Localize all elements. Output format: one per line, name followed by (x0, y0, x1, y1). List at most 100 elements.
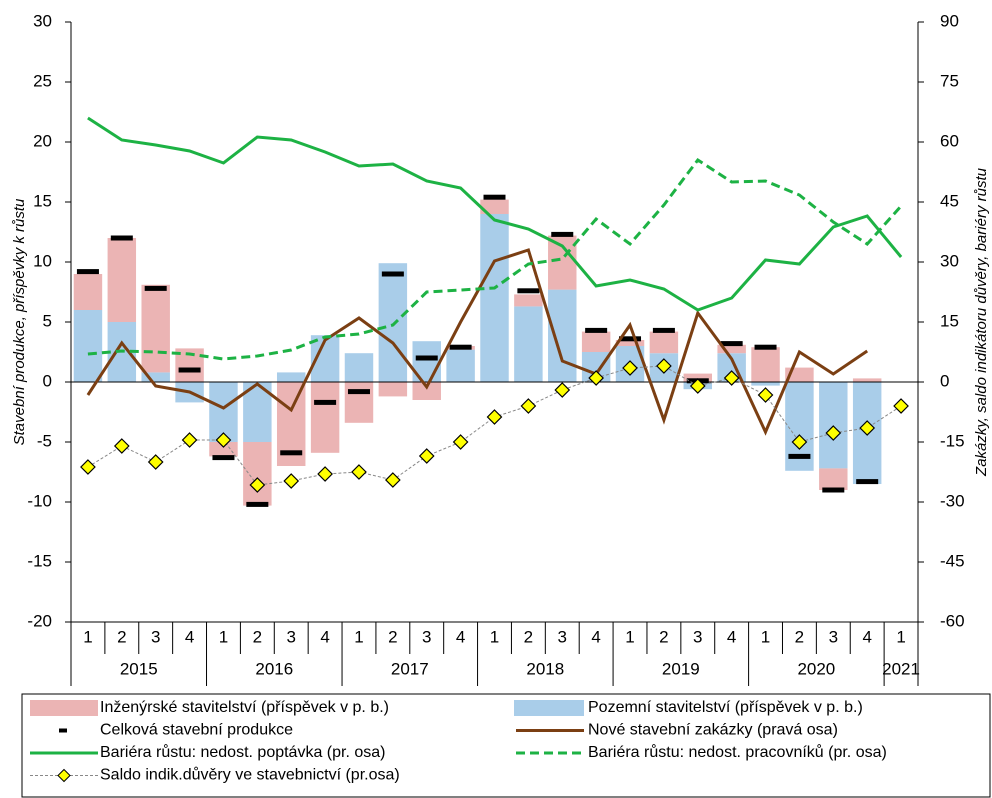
total-marker (415, 355, 438, 361)
diamond-marker (80, 459, 96, 475)
bar (412, 382, 441, 400)
legend-swatch (59, 728, 67, 733)
legend-label: Nové stavební zakázky (pravá osa) (588, 722, 838, 739)
diamond-marker (656, 358, 672, 374)
x-tick-label: 4 (320, 627, 329, 646)
bar (514, 294, 543, 307)
x-tick-label: 4 (185, 627, 194, 646)
diamond-marker (791, 434, 808, 450)
x-tick-label: 3 (422, 627, 431, 646)
x-tick-label: 3 (286, 627, 295, 646)
diamond-marker (825, 425, 842, 441)
bar (141, 284, 170, 373)
diamond-marker (689, 378, 706, 394)
total-marker (246, 501, 269, 507)
total-marker (314, 399, 337, 405)
total-marker (178, 367, 201, 373)
x-tick-label: 3 (151, 627, 160, 646)
y-tick-label: 20 (33, 131, 52, 150)
diamond-marker (554, 382, 571, 398)
x-tick-label: 1 (354, 627, 363, 646)
total-marker (754, 344, 777, 350)
legend-box (21, 693, 991, 798)
bar (683, 373, 713, 382)
y-tick-label: 15 (33, 191, 52, 210)
y-axis-title: Stavební produkce, příspěvky k růstu (11, 198, 28, 445)
diamond-marker (215, 432, 232, 448)
diamond-marker (452, 434, 469, 450)
diamond-marker (757, 387, 774, 403)
total-marker (517, 288, 540, 294)
y2-tick-label: 30 (940, 251, 959, 270)
x-group-label: 2017 (391, 659, 429, 678)
x-tick-label: 2 (117, 627, 126, 646)
x-tick-label: 2 (388, 627, 397, 646)
y2-tick-label: 15 (940, 311, 959, 330)
legend-swatch (57, 768, 71, 783)
y2-axis-title: Zakázky, saldo indikátoru důvěry, bariér… (973, 167, 990, 477)
y-tick-label: 25 (33, 71, 52, 90)
legend-label: Bariéra růstu: nedost. poptávka (pr. osa… (100, 743, 385, 761)
x-tick-label: 1 (219, 627, 228, 646)
legend-label: Inženýrské stavitelství (příspěvek v p. … (100, 699, 389, 716)
bar (819, 468, 848, 490)
x-tick-label: 1 (83, 627, 92, 646)
bar (514, 306, 543, 382)
x-tick-label: 1 (761, 627, 770, 646)
y-tick-label: 30 (33, 11, 52, 30)
bar (717, 344, 746, 354)
y2-tick-label: -30 (940, 491, 965, 510)
line-series (87, 116, 903, 312)
x-tick-label: 4 (456, 627, 465, 646)
bar (548, 235, 577, 290)
bar (73, 274, 103, 310)
y-tick-label: -10 (27, 491, 52, 510)
diamond-marker (181, 432, 198, 448)
diamond-marker (723, 370, 740, 386)
bar (209, 442, 238, 457)
x-group-label: 2016 (255, 659, 293, 678)
diamond-marker (385, 472, 401, 488)
bar (310, 382, 340, 453)
x-tick-label: 2 (253, 627, 262, 646)
y-tick-label: 0 (43, 371, 52, 390)
y2-tick-label: 45 (940, 191, 959, 210)
y-tick-label: -15 (27, 551, 52, 570)
y2-tick-label: 0 (940, 371, 949, 390)
legend-label: Saldo indik.důvěry ve stavebnictví (pr.o… (100, 766, 400, 784)
diamond-marker (486, 409, 503, 425)
total-marker (212, 455, 235, 461)
x-group-label: 2015 (120, 659, 158, 678)
x-tick-label: 1 (490, 627, 499, 646)
total-marker (788, 453, 811, 459)
total-marker (110, 235, 133, 241)
x-tick-label: 3 (829, 627, 838, 646)
x-group-label: 2021 (882, 659, 920, 678)
legend-swatch (514, 700, 584, 716)
total-marker (483, 194, 506, 200)
bar (107, 238, 137, 322)
bar (480, 199, 509, 214)
legend-swatch (30, 700, 98, 716)
x-tick-label: 1 (896, 627, 905, 646)
bar (581, 331, 611, 352)
x-tick-label: 4 (727, 627, 736, 646)
diamond-marker (147, 454, 164, 470)
bar (852, 378, 882, 382)
y2-tick-label: -15 (940, 431, 965, 450)
x-tick-label: 2 (795, 627, 804, 646)
diamond-marker (283, 473, 300, 489)
x-group-label: 2018 (526, 659, 564, 678)
total-marker (652, 327, 675, 333)
bar (378, 263, 408, 382)
y2-tick-label: 90 (940, 11, 959, 30)
total-marker (449, 344, 472, 350)
legend-label: Celková stavební produkce (100, 722, 293, 739)
bar (378, 382, 408, 397)
diamond-marker (622, 360, 638, 376)
x-tick-label: 4 (862, 627, 871, 646)
total-marker (76, 269, 99, 275)
bar (615, 340, 645, 346)
bar (141, 372, 170, 382)
